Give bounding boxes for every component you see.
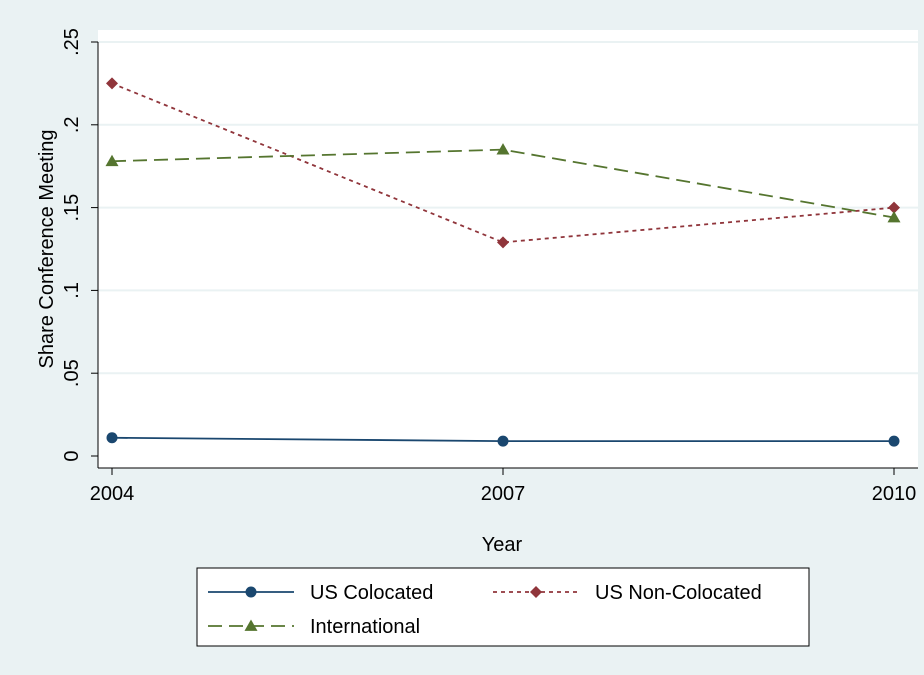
y-tick-label: .25 bbox=[61, 28, 83, 56]
series-2 bbox=[105, 143, 901, 223]
y-axis-title: Share Conference Meeting bbox=[36, 129, 58, 368]
x-tick-label: 2007 bbox=[481, 483, 526, 505]
legend-item: US Colocated bbox=[208, 582, 433, 604]
series-0 bbox=[106, 432, 900, 447]
series-1 bbox=[106, 77, 900, 249]
legend-item: US Non-Colocated bbox=[493, 582, 762, 604]
legend-marker bbox=[245, 586, 257, 598]
legend-label: US Colocated bbox=[310, 582, 433, 604]
legend-item: International bbox=[208, 616, 420, 638]
plot-area bbox=[98, 30, 918, 468]
legend-marker bbox=[244, 619, 258, 631]
y-tick-label: .05 bbox=[61, 359, 83, 387]
legend: US Colocated US Non-Colocated Internationa… bbox=[196, 567, 810, 647]
data-point bbox=[497, 435, 509, 447]
data-point bbox=[106, 77, 118, 90]
legend-items: US Colocated US Non-Colocated Internationa… bbox=[208, 582, 762, 638]
data-point bbox=[888, 201, 900, 214]
axes bbox=[97, 42, 918, 469]
y-tick-label: .1 bbox=[61, 282, 83, 299]
data-point bbox=[105, 154, 119, 167]
legend-marker bbox=[530, 586, 542, 598]
data-point bbox=[497, 236, 509, 249]
data-point bbox=[888, 435, 900, 447]
data-point bbox=[887, 211, 901, 223]
legend-label: International bbox=[310, 616, 420, 638]
x-tick-label: 2004 bbox=[90, 483, 135, 505]
series bbox=[105, 77, 901, 447]
y-tick-label: 0 bbox=[61, 450, 83, 461]
x-axis-title: Year bbox=[482, 534, 523, 556]
gridlines bbox=[98, 41, 918, 375]
y-tick-label: .15 bbox=[61, 194, 83, 222]
x-tick-label: 2010 bbox=[872, 483, 917, 505]
data-point bbox=[106, 432, 118, 444]
tick-labels: 0 .05 .1 .15 .2 .25 2004 2007 2010 bbox=[61, 28, 916, 505]
y-tick-label: .2 bbox=[61, 116, 83, 133]
series-line bbox=[111, 82, 895, 244]
data-point bbox=[496, 143, 510, 155]
legend-box bbox=[196, 567, 810, 647]
legend-label: US Non-Colocated bbox=[595, 582, 762, 604]
